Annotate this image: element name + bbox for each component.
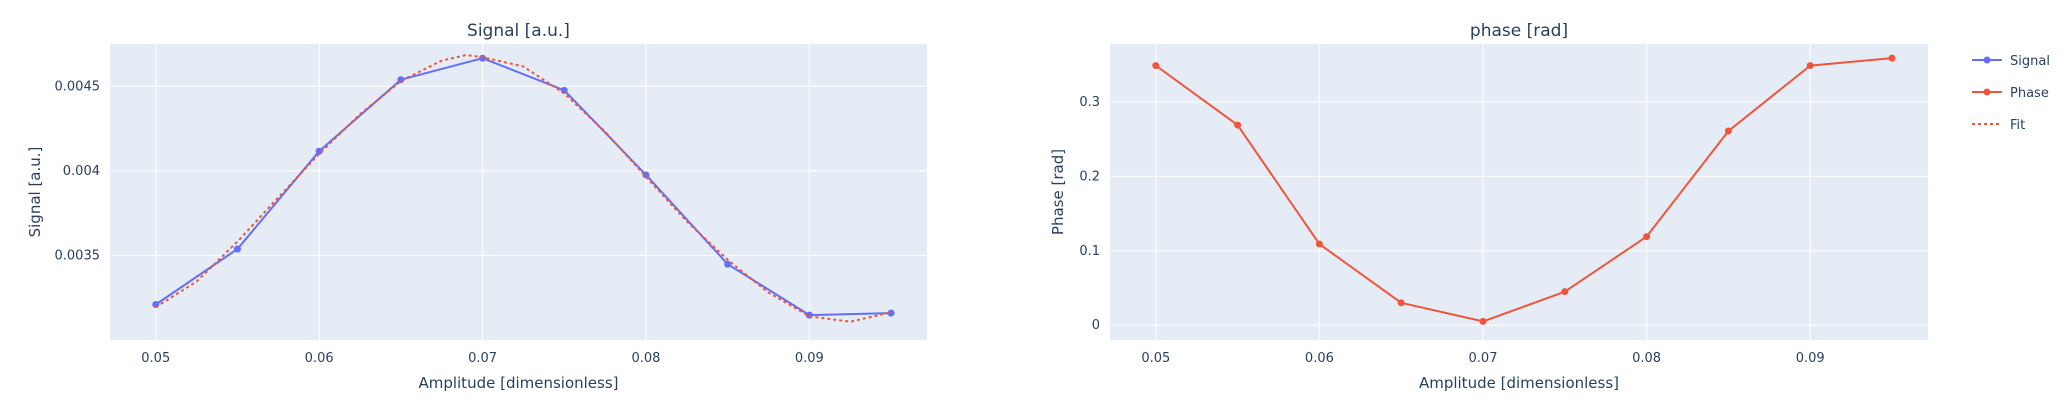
phase-point [1724,127,1732,135]
x-tick-label: 0.06 [1305,351,1334,366]
signal-point [233,245,241,253]
signal-point [724,260,732,268]
phase-point [1479,317,1487,325]
phase-point [1397,299,1405,307]
phase-point [1643,233,1651,241]
y-tick-label: 0.0035 [55,248,101,263]
chart-title: phase [rad] [1470,21,1568,41]
y-tick-label: 0.1 [1079,244,1100,259]
phase-point [1561,288,1569,296]
x-tick-label: 0.05 [1141,351,1170,366]
fit-line [155,54,892,323]
x-tick-label: 0.08 [631,351,660,366]
legend-label-signal: Signal [2010,54,2050,69]
phase-point [1315,240,1323,248]
phase-line [1155,57,1893,323]
x-tick-label: 0.08 [1632,351,1661,366]
y-tick-label: 0.004 [63,164,100,179]
x-tick-label: 0.07 [468,351,497,366]
legend-marker-signal [1983,56,1991,64]
signal-point [315,147,323,155]
phase-point [1888,54,1896,62]
x-tick-label: 0.09 [1796,351,1825,366]
x-axis-label: Amplitude [dimensionless] [418,374,618,392]
plot-area [1110,44,1928,340]
plot-area [110,44,927,340]
signal-point [397,76,405,84]
y-tick-label: 0.3 [1079,95,1100,110]
y-axis-label: Signal [a.u.] [26,147,44,238]
y-tick-label: 0 [1092,318,1100,333]
x-tick-label: 0.07 [1469,351,1498,366]
x-tick-label: 0.09 [795,351,824,366]
phase-point [1806,62,1814,70]
y-tick-label: 0.2 [1079,169,1100,184]
legend-marker-phase [1983,88,1991,96]
legend-label-fit: Fit [2010,118,2025,133]
x-tick-label: 0.05 [141,351,170,366]
signal-point [642,171,650,179]
legend: Signal Phase Fit [1972,54,2050,133]
x-axis-label: Amplitude [dimensionless] [1419,374,1619,392]
y-tick-label: 0.0045 [55,79,101,94]
signal-plot: 0.05 0.06 0.07 0.08 0.09 0.0035 0.004 0.0045 Sig… [26,21,927,392]
signal-line [155,57,892,317]
y-axis-label: Phase [rad] [1049,149,1067,235]
legend-label-phase: Phase [2010,86,2049,101]
phase-point [1234,121,1242,129]
phase-plot: 0.05 0.06 0.07 0.08 0.09 0 0.1 0.2 0.3 phase [rad… [1049,21,1928,392]
chart-title: Signal [a.u.] [467,21,570,41]
signal-point [887,309,895,317]
phase-point [1152,62,1160,70]
x-tick-label: 0.06 [305,351,334,366]
